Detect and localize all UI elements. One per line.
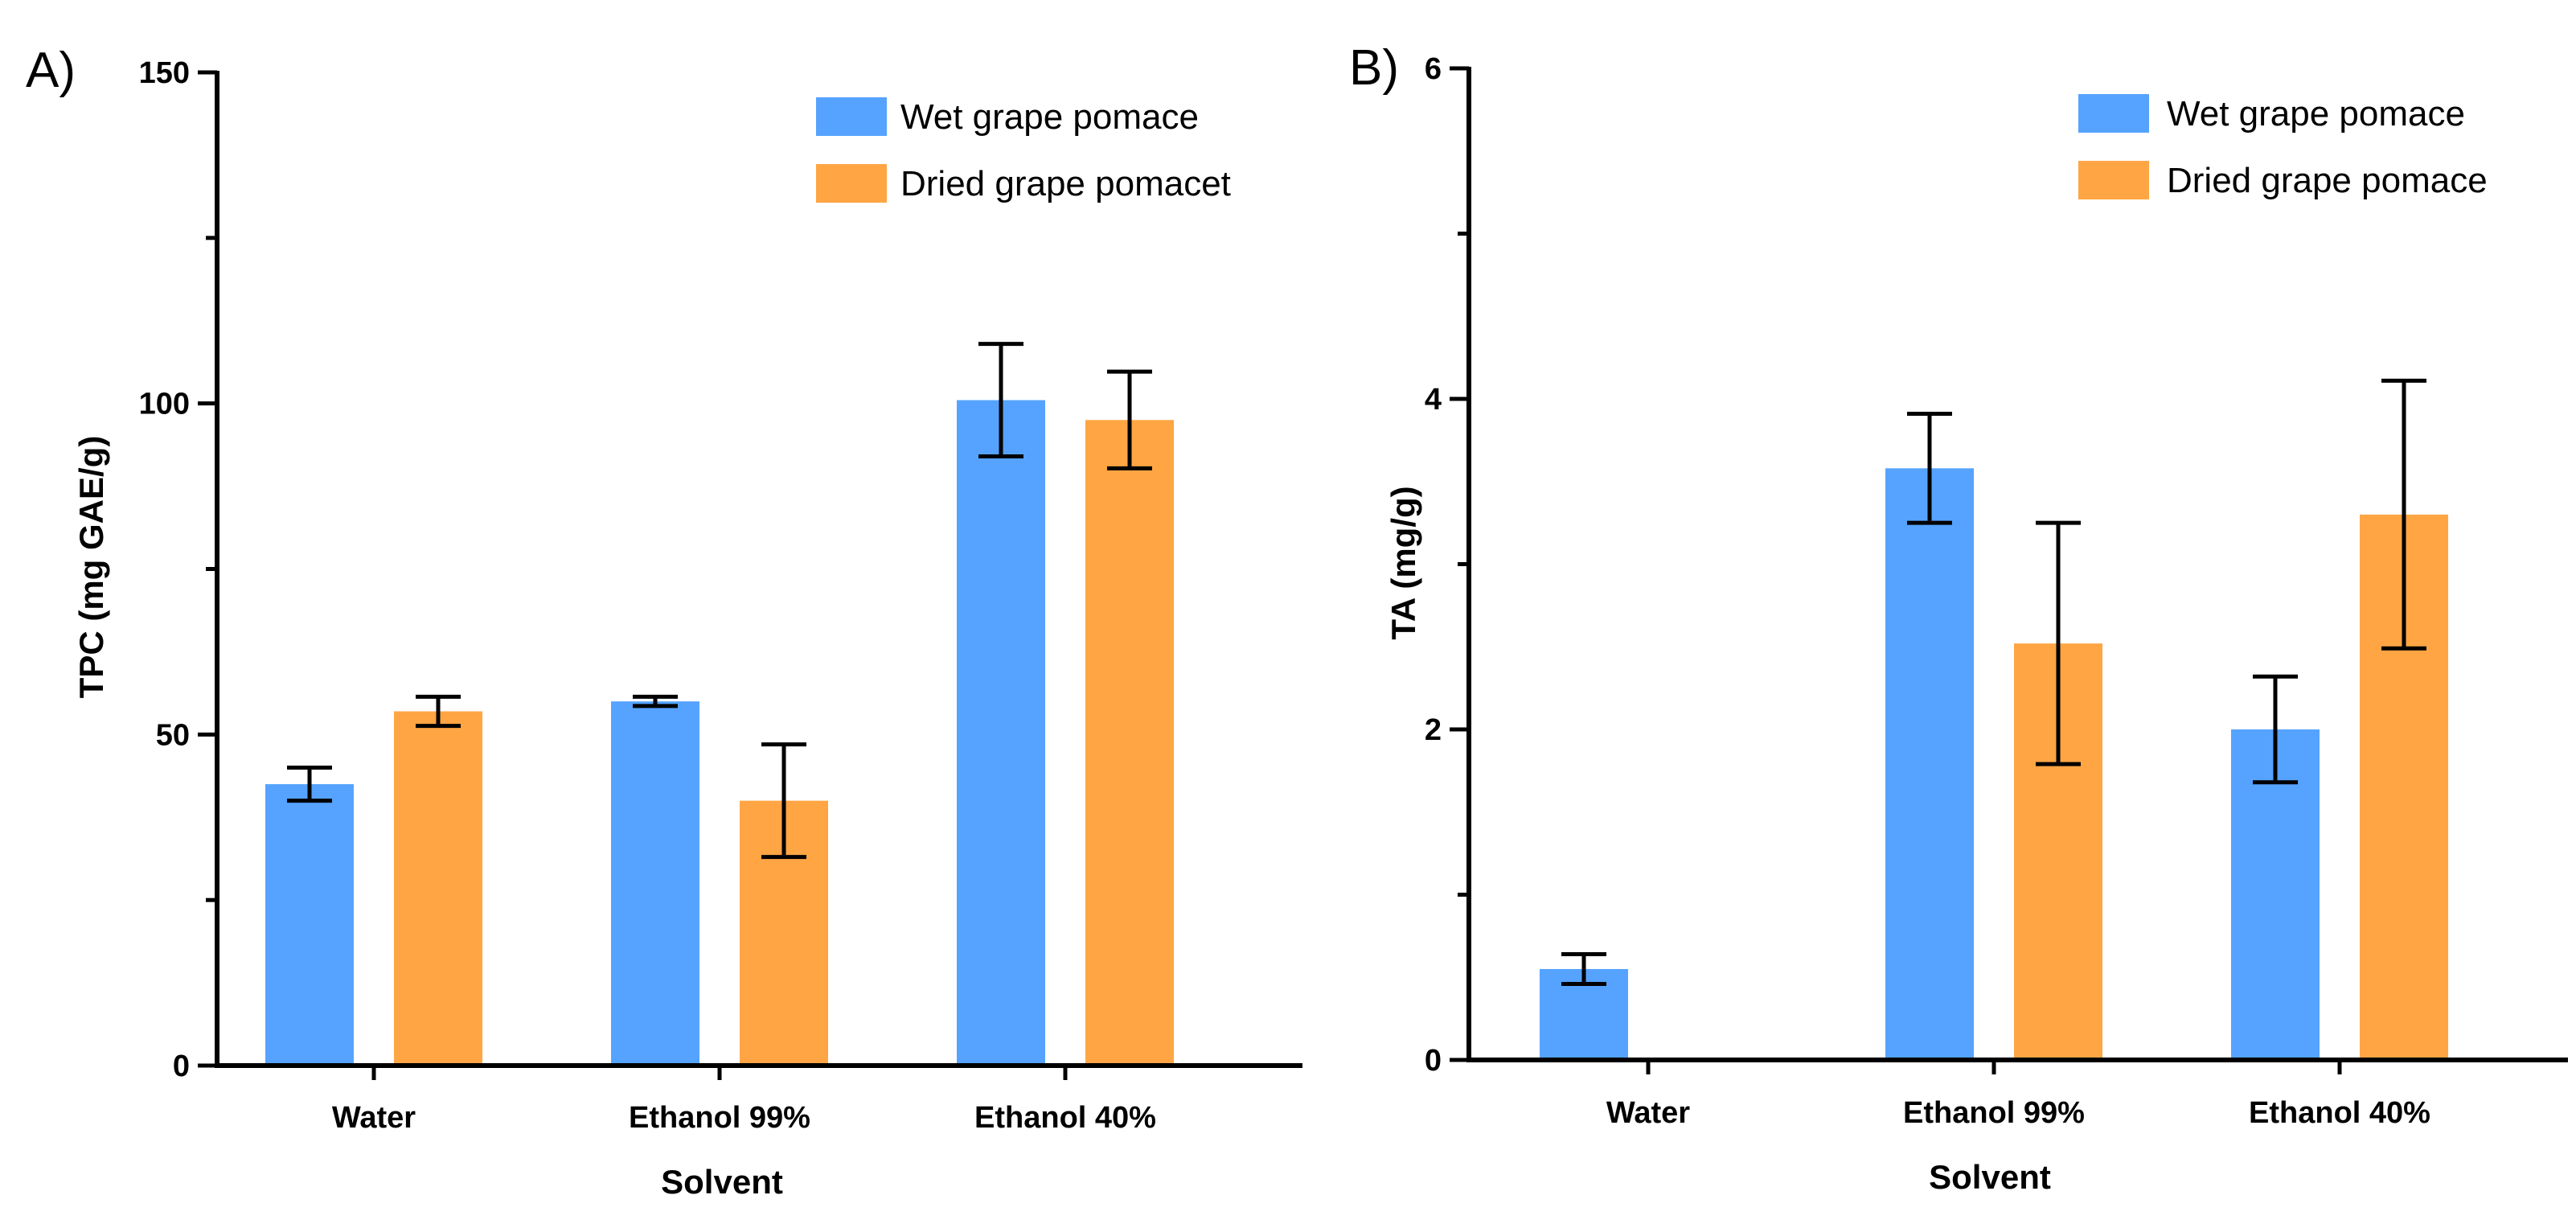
y-axis-title: TA (mg/g) bbox=[1384, 486, 1422, 639]
legend: Wet grape pomace Dried grape pomacet bbox=[816, 97, 1231, 203]
legend-swatch bbox=[816, 164, 887, 203]
bar bbox=[394, 711, 482, 1066]
y-tick-label: 6 bbox=[1425, 52, 1442, 86]
legend-swatch bbox=[2078, 161, 2149, 199]
bar bbox=[957, 400, 1045, 1066]
legend: Wet grape pomace Dried grape pomace bbox=[2078, 94, 2488, 200]
y-tick-label: 50 bbox=[156, 718, 190, 752]
x-tick-label: Ethanol 40% bbox=[2249, 1096, 2430, 1130]
legend-label: Dried grape pomacet bbox=[900, 164, 1231, 203]
legend-label: Dried grape pomace bbox=[2167, 161, 2488, 200]
bar bbox=[1885, 468, 1974, 1060]
x-tick-label: Water bbox=[1606, 1096, 1690, 1130]
legend-swatch bbox=[2078, 94, 2149, 133]
bar bbox=[1085, 420, 1174, 1066]
legend-swatch bbox=[816, 97, 887, 136]
x-tick-label: Ethanol 40% bbox=[974, 1101, 1156, 1135]
x-tick-label: Water bbox=[332, 1101, 416, 1135]
x-tick-label: Ethanol 99% bbox=[1903, 1096, 2085, 1130]
chart-panel-a: A) Water Ethanol 99% Ethanol 40% 0 50 100 150 TP… bbox=[26, 43, 1302, 1201]
y-axis-title: TPC (mg GAE/g) bbox=[72, 436, 110, 699]
y-tick-label: 0 bbox=[173, 1049, 190, 1083]
x-axis-title: Solvent bbox=[661, 1163, 783, 1201]
bar bbox=[611, 701, 699, 1066]
bar bbox=[2231, 729, 2320, 1060]
y-tick-label: 2 bbox=[1425, 713, 1442, 747]
y-tick-label: 100 bbox=[139, 388, 190, 421]
y-tick-label: 4 bbox=[1425, 383, 1442, 417]
panel-label: B) bbox=[1349, 40, 1399, 96]
x-axis-title: Solvent bbox=[1929, 1158, 2051, 1196]
panel-label: A) bbox=[26, 43, 76, 98]
legend-label: Wet grape pomace bbox=[900, 97, 1199, 137]
x-tick-label: Ethanol 99% bbox=[629, 1101, 810, 1135]
legend-label: Wet grape pomace bbox=[2167, 94, 2465, 133]
y-tick-label: 0 bbox=[1425, 1044, 1442, 1078]
bar bbox=[265, 784, 354, 1066]
y-tick-label: 150 bbox=[139, 56, 190, 90]
chart-panel-b: B) Water Ethanol 99% Ethanol 40% 0 2 4 6 TA (mg/… bbox=[1349, 40, 2568, 1196]
